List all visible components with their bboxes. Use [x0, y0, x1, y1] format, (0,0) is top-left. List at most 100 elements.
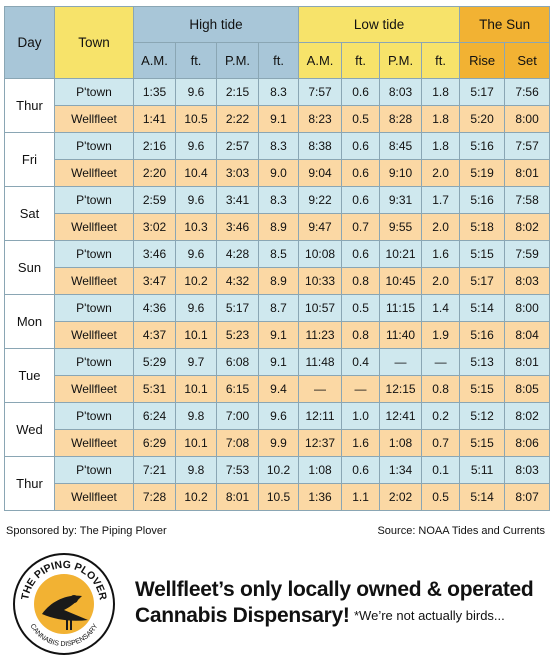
- cell-set: 8:02: [504, 213, 551, 241]
- low-pm-ft-header: ft.: [421, 42, 461, 79]
- cell-h-pm: 5:17: [216, 294, 259, 322]
- cell-set: 8:05: [504, 375, 551, 403]
- cell-rise: 5:17: [459, 78, 506, 106]
- cell-l-am-ft: 0.4: [341, 348, 381, 376]
- cell-h-am: 7:21: [133, 456, 176, 484]
- cell-h-pm: 3:41: [216, 186, 259, 214]
- cell-set: 7:57: [504, 132, 551, 160]
- table-row: Wellfleet 2:20 10.4 3:03 9.0 9:04 0.6 9:10 2.0 5:…: [5, 159, 551, 187]
- town-cell: P'town: [54, 348, 134, 376]
- cell-l-pm-ft: 2.0: [421, 159, 461, 187]
- table-row: Thur P'town 7:21 9.8 7:53 10.2 1:08 0.6 1:34 0.1 5…: [4, 456, 551, 511]
- cell-rise: 5:18: [459, 213, 506, 241]
- cell-set: 7:56: [504, 78, 551, 106]
- cell-l-am: —: [298, 375, 343, 403]
- cell-set: 8:01: [504, 348, 551, 376]
- cell-l-am: 9:47: [298, 213, 343, 241]
- cell-l-pm-ft: 0.2: [421, 402, 461, 430]
- cell-set: 8:00: [504, 294, 551, 322]
- cell-h-pm: 6:08: [216, 348, 259, 376]
- day-header: Day: [4, 6, 55, 79]
- cell-l-am: 10:33: [298, 267, 343, 295]
- town-cell: P'town: [54, 78, 134, 106]
- cell-l-pm: 12:41: [379, 402, 423, 430]
- cell-set: 8:02: [504, 402, 551, 430]
- cell-l-pm: 9:55: [379, 213, 423, 241]
- cell-h-pm-ft: 10.5: [257, 483, 300, 511]
- town-cell: Wellfleet: [54, 429, 134, 457]
- cell-h-am-ft: 10.1: [175, 429, 217, 457]
- cell-l-pm: 11:40: [379, 321, 423, 349]
- day-cell: Thur: [4, 456, 55, 511]
- cell-h-am-ft: 10.1: [175, 321, 217, 349]
- cell-l-am-ft: 0.5: [341, 105, 381, 133]
- town-cell: P'town: [54, 294, 134, 322]
- cell-l-am-ft: 1.6: [341, 429, 381, 457]
- cell-l-am: 1:36: [298, 483, 343, 511]
- table-row: Wellfleet 5:31 10.1 6:15 9.4— —12:15 0.8 5:15 8:…: [5, 375, 551, 403]
- town-cell: Wellfleet: [54, 375, 134, 403]
- cell-h-am-ft: 9.8: [175, 456, 217, 484]
- cell-h-pm-ft: 10.2: [257, 456, 300, 484]
- town-cell: Wellfleet: [54, 267, 134, 295]
- cell-h-am: 2:20: [133, 159, 176, 187]
- cell-h-pm: 4:28: [216, 240, 259, 268]
- town-cell: P'town: [54, 456, 134, 484]
- cell-l-am-ft: 0.6: [341, 456, 381, 484]
- cell-h-am-ft: 10.5: [175, 105, 217, 133]
- cell-h-am: 3:02: [133, 213, 176, 241]
- cell-l-am: 8:23: [298, 105, 343, 133]
- table-row: Mon P'town 4:36 9.6 5:17 8.7 10:57 0.5 11:15 1.4 5…: [4, 294, 551, 349]
- cell-l-pm: 10:45: [379, 267, 423, 295]
- tide-table: Day Town High tide Low tide The Sun A.M.…: [4, 6, 551, 511]
- low-am-ft-header: ft.: [341, 42, 381, 79]
- table-row: Wellfleet 1:41 10.5 2:22 9.1 8:23 0.5 8:28 1.8 5:…: [5, 105, 551, 133]
- cell-h-am-ft: 10.4: [175, 159, 217, 187]
- day-cell: Sun: [4, 240, 55, 295]
- cell-l-pm: 1:08: [379, 429, 423, 457]
- cell-h-am-ft: 10.2: [175, 483, 217, 511]
- low-am-header: A.M.: [298, 42, 343, 79]
- cell-l-pm-ft: 1.7: [421, 186, 461, 214]
- high-am-ft-header: ft.: [175, 42, 217, 79]
- cell-h-pm: 2:15: [216, 78, 259, 106]
- cell-l-am-ft: 0.6: [341, 159, 381, 187]
- cell-h-pm: 3:46: [216, 213, 259, 241]
- cell-h-am-ft: 10.1: [175, 375, 217, 403]
- cell-l-am: 12:37: [298, 429, 343, 457]
- town-cell: P'town: [54, 402, 134, 430]
- cell-h-am-ft: 9.8: [175, 402, 217, 430]
- table-row: Wed P'town 6:24 9.8 7:00 9.6 12:11 1.0 12:41 0.2 5…: [4, 402, 551, 457]
- ad-headline-line2: Cannabis Dispensary!: [135, 604, 350, 627]
- cell-h-pm-ft: 9.9: [257, 429, 300, 457]
- cell-l-pm: 11:15: [379, 294, 423, 322]
- cell-h-pm-ft: 9.1: [257, 105, 300, 133]
- cell-h-am-ft: 9.7: [175, 348, 217, 376]
- day-cell: Wed: [4, 402, 55, 457]
- cell-l-am-ft: 0.6: [341, 132, 381, 160]
- cell-h-pm-ft: 8.5: [257, 240, 300, 268]
- cell-h-pm: 6:15: [216, 375, 259, 403]
- cell-rise: 5:16: [459, 132, 506, 160]
- cell-rise: 5:13: [459, 348, 506, 376]
- cell-l-pm: 1:34: [379, 456, 423, 484]
- sun-header: The Sun: [459, 6, 551, 43]
- cell-l-am-ft: 0.7: [341, 213, 381, 241]
- cell-l-pm: 10:21: [379, 240, 423, 268]
- high-pm-ft-header: ft.: [257, 42, 300, 79]
- cell-h-pm: 7:53: [216, 456, 259, 484]
- cell-h-am: 4:36: [133, 294, 176, 322]
- cell-h-pm: 2:57: [216, 132, 259, 160]
- cell-set: 8:06: [504, 429, 551, 457]
- cell-set: 7:59: [504, 240, 551, 268]
- cell-h-pm: 2:22: [216, 105, 259, 133]
- cell-set: 8:07: [504, 483, 551, 511]
- cell-l-pm-ft: 1.9: [421, 321, 461, 349]
- table-row: Wellfleet 3:47 10.2 4:32 8.9 10:33 0.8 10:45 2.0…: [5, 267, 551, 295]
- day-cell: Mon: [4, 294, 55, 349]
- cell-h-am-ft: 10.2: [175, 267, 217, 295]
- cell-l-pm: 8:45: [379, 132, 423, 160]
- cell-h-pm: 3:03: [216, 159, 259, 187]
- piping-plover-logo: THE PIPING PLOVER CANNABIS DISPENSARY: [13, 553, 115, 655]
- cell-h-am: 4:37: [133, 321, 176, 349]
